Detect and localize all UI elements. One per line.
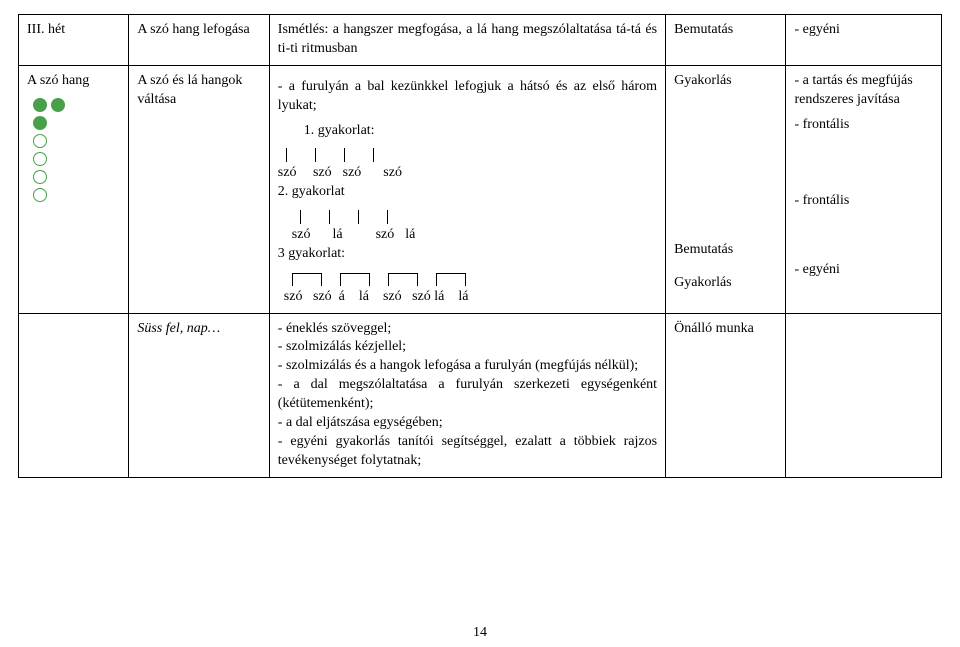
cell-subtopic: A szó és lá hangok váltása: [129, 65, 269, 313]
form-b: - frontális: [794, 116, 933, 135]
activity-line: - szolmizálás kézjellel;: [278, 338, 657, 357]
cell-forms: - a tartás és megfújás rendszeres javítá…: [786, 65, 942, 313]
exercise-2-label: 2. gyakorlat: [278, 183, 657, 202]
hole-open-icon: [33, 170, 47, 184]
exercise-intro: - a furulyán a bal kezünkkel lefogjuk a …: [278, 78, 657, 116]
hole-filled-icon: [51, 98, 65, 112]
activity-line: - szolmizálás és a hangok lefogása a fur…: [278, 357, 657, 376]
rhythm-syllables-1: szó szó szó szó: [278, 164, 657, 183]
cell-desc: Ismétlés: a hangszer megfogása, a lá han…: [269, 15, 665, 66]
hole-filled-icon: [33, 98, 47, 112]
cell-activities: - éneklés szöveggel; - szolmizálás kézje…: [269, 313, 665, 477]
hole-open-icon: [33, 134, 47, 148]
method-b: Bemutatás: [674, 241, 777, 260]
hole-open-icon: [33, 152, 47, 166]
table-row: III. hét A szó hang lefogása Ismétlés: a…: [19, 15, 942, 66]
page-number: 14: [0, 625, 960, 641]
form-c: - frontális: [794, 192, 933, 211]
rhythm-syllables-3: szó szó á lá szó szó lá lá: [278, 288, 657, 307]
exercise-1-label: 1. gyakorlat:: [278, 122, 657, 141]
rhythm-notation-2: [278, 205, 657, 224]
fingering-diagram: [33, 97, 120, 205]
method-c: Gyakorlás: [674, 274, 777, 293]
hole-open-icon: [33, 188, 47, 202]
cell-methods: Gyakorlás Bemutatás Gyakorlás: [666, 65, 786, 313]
cell-method: Önálló munka: [666, 313, 786, 477]
cell-form: - egyéni: [786, 15, 942, 66]
cell-empty: [786, 313, 942, 477]
activity-line: - éneklés szöveggel;: [278, 320, 657, 339]
method-a: Gyakorlás: [674, 72, 777, 91]
cell-topic: A szó hang lefogása: [129, 15, 269, 66]
table-row: A szó hang A szó és lá hangok váltása - …: [19, 65, 942, 313]
form-d: - egyéni: [794, 261, 933, 280]
activity-line: - egyéni gyakorlás tanítói segítséggel, …: [278, 433, 657, 471]
cell-empty: [19, 313, 129, 477]
lesson-table: III. hét A szó hang lefogása Ismétlés: a…: [18, 14, 942, 478]
table-row: Süss fel, nap… - éneklés szöveggel; - sz…: [19, 313, 942, 477]
rhythm-notation-1: [278, 143, 657, 162]
cell-method: Bemutatás: [666, 15, 786, 66]
cell-song: Süss fel, nap…: [129, 313, 269, 477]
cell-week: III. hét: [19, 15, 129, 66]
rhythm-notation-3: [278, 267, 657, 286]
row2-title: A szó hang: [27, 72, 120, 91]
activity-line: - a dal eljátszása egységében;: [278, 414, 657, 433]
activity-line: - a dal megszólaltatása a furulyán szerk…: [278, 376, 657, 414]
cell-exercises: - a furulyán a bal kezünkkel lefogjuk a …: [269, 65, 665, 313]
exercise-3-label: 3 gyakorlat:: [278, 245, 657, 264]
form-a: - a tartás és megfújás rendszeres javítá…: [794, 72, 933, 110]
cell-left: A szó hang: [19, 65, 129, 313]
hole-filled-icon: [33, 116, 47, 130]
rhythm-syllables-2: szó lá szó lá: [278, 226, 657, 245]
